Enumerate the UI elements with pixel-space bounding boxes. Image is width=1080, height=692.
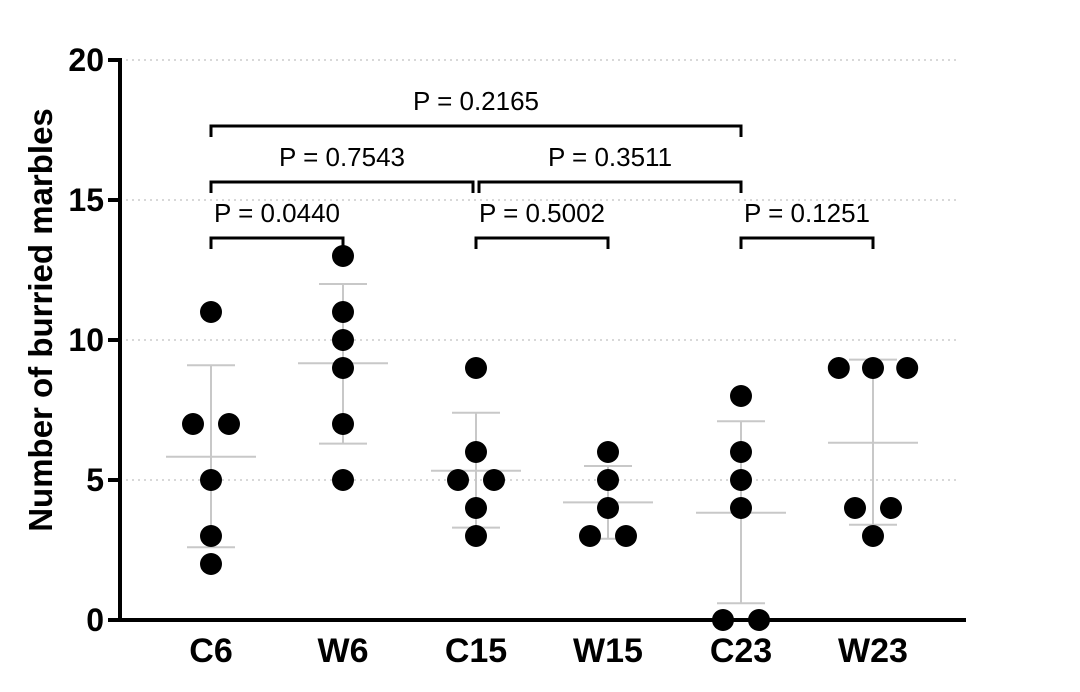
y-tick-label: 0: [86, 602, 104, 638]
data-point: [730, 497, 752, 519]
data-point: [200, 301, 222, 323]
y-tick-label: 10: [68, 322, 104, 358]
p-value-label: P = 0.2165: [413, 86, 539, 116]
data-point: [332, 329, 354, 351]
data-point: [730, 441, 752, 463]
x-category-label: C23: [710, 632, 772, 670]
x-category-label: W6: [318, 632, 369, 670]
p-value-label: P = 0.0440: [214, 198, 340, 228]
data-point: [862, 525, 884, 547]
data-point: [182, 413, 204, 435]
data-point: [465, 525, 487, 547]
p-value-label: P = 0.3511: [548, 142, 672, 172]
data-point: [827, 357, 850, 379]
significance-bracket: [209, 180, 475, 193]
x-category-label: C6: [189, 632, 232, 670]
x-category-labels: C6 W6 C15 W15 C23 W23: [189, 632, 908, 670]
data-point: [200, 469, 222, 491]
y-tick-label: 20: [68, 42, 104, 78]
y-tick-label: 15: [68, 182, 104, 218]
data-point: [483, 469, 505, 491]
data-point: [332, 469, 354, 491]
data-point: [200, 553, 222, 575]
data-points: [182, 245, 919, 631]
data-point: [332, 245, 354, 267]
y-ticks: 0 5 10 15 20: [68, 42, 120, 638]
data-point: [579, 525, 601, 547]
significance-brackets: P = 0.0440 P = 0.5002 P = 0.1251 P = 0.7543…: [209, 86, 875, 249]
data-point: [447, 469, 469, 491]
data-point: [730, 469, 752, 491]
data-point: [896, 357, 919, 379]
data-point: [332, 357, 354, 379]
significance-bracket: [477, 180, 743, 193]
data-point: [218, 413, 240, 435]
p-value-label: P = 0.7543: [279, 142, 405, 172]
data-point: [597, 469, 619, 491]
y-tick-label: 5: [86, 462, 104, 498]
x-category-label: W23: [838, 632, 908, 670]
data-point: [597, 441, 619, 463]
data-point: [465, 441, 487, 463]
significance-bracket: [474, 236, 610, 249]
data-point: [332, 301, 354, 323]
p-value-label: P = 0.1251: [744, 198, 870, 228]
significance-bracket: [209, 236, 345, 249]
data-point: [465, 357, 487, 379]
significance-bracket: [739, 236, 875, 249]
axes: [118, 58, 966, 622]
p-value-label: P = 0.5002: [479, 198, 605, 228]
data-point: [615, 525, 637, 547]
x-category-label: C15: [445, 632, 507, 670]
grid-lines: [120, 59, 960, 481]
data-point: [880, 497, 902, 519]
data-point: [465, 497, 487, 519]
y-axis-title: Number of burried marbles: [22, 108, 59, 532]
significance-bracket: [209, 124, 743, 137]
x-category-label: W15: [573, 632, 643, 670]
data-point: [597, 497, 619, 519]
data-point: [200, 525, 222, 547]
error-bars: [166, 283, 918, 605]
data-point: [844, 497, 866, 519]
data-point: [862, 357, 884, 379]
data-point: [730, 385, 752, 407]
data-point: [332, 413, 354, 435]
